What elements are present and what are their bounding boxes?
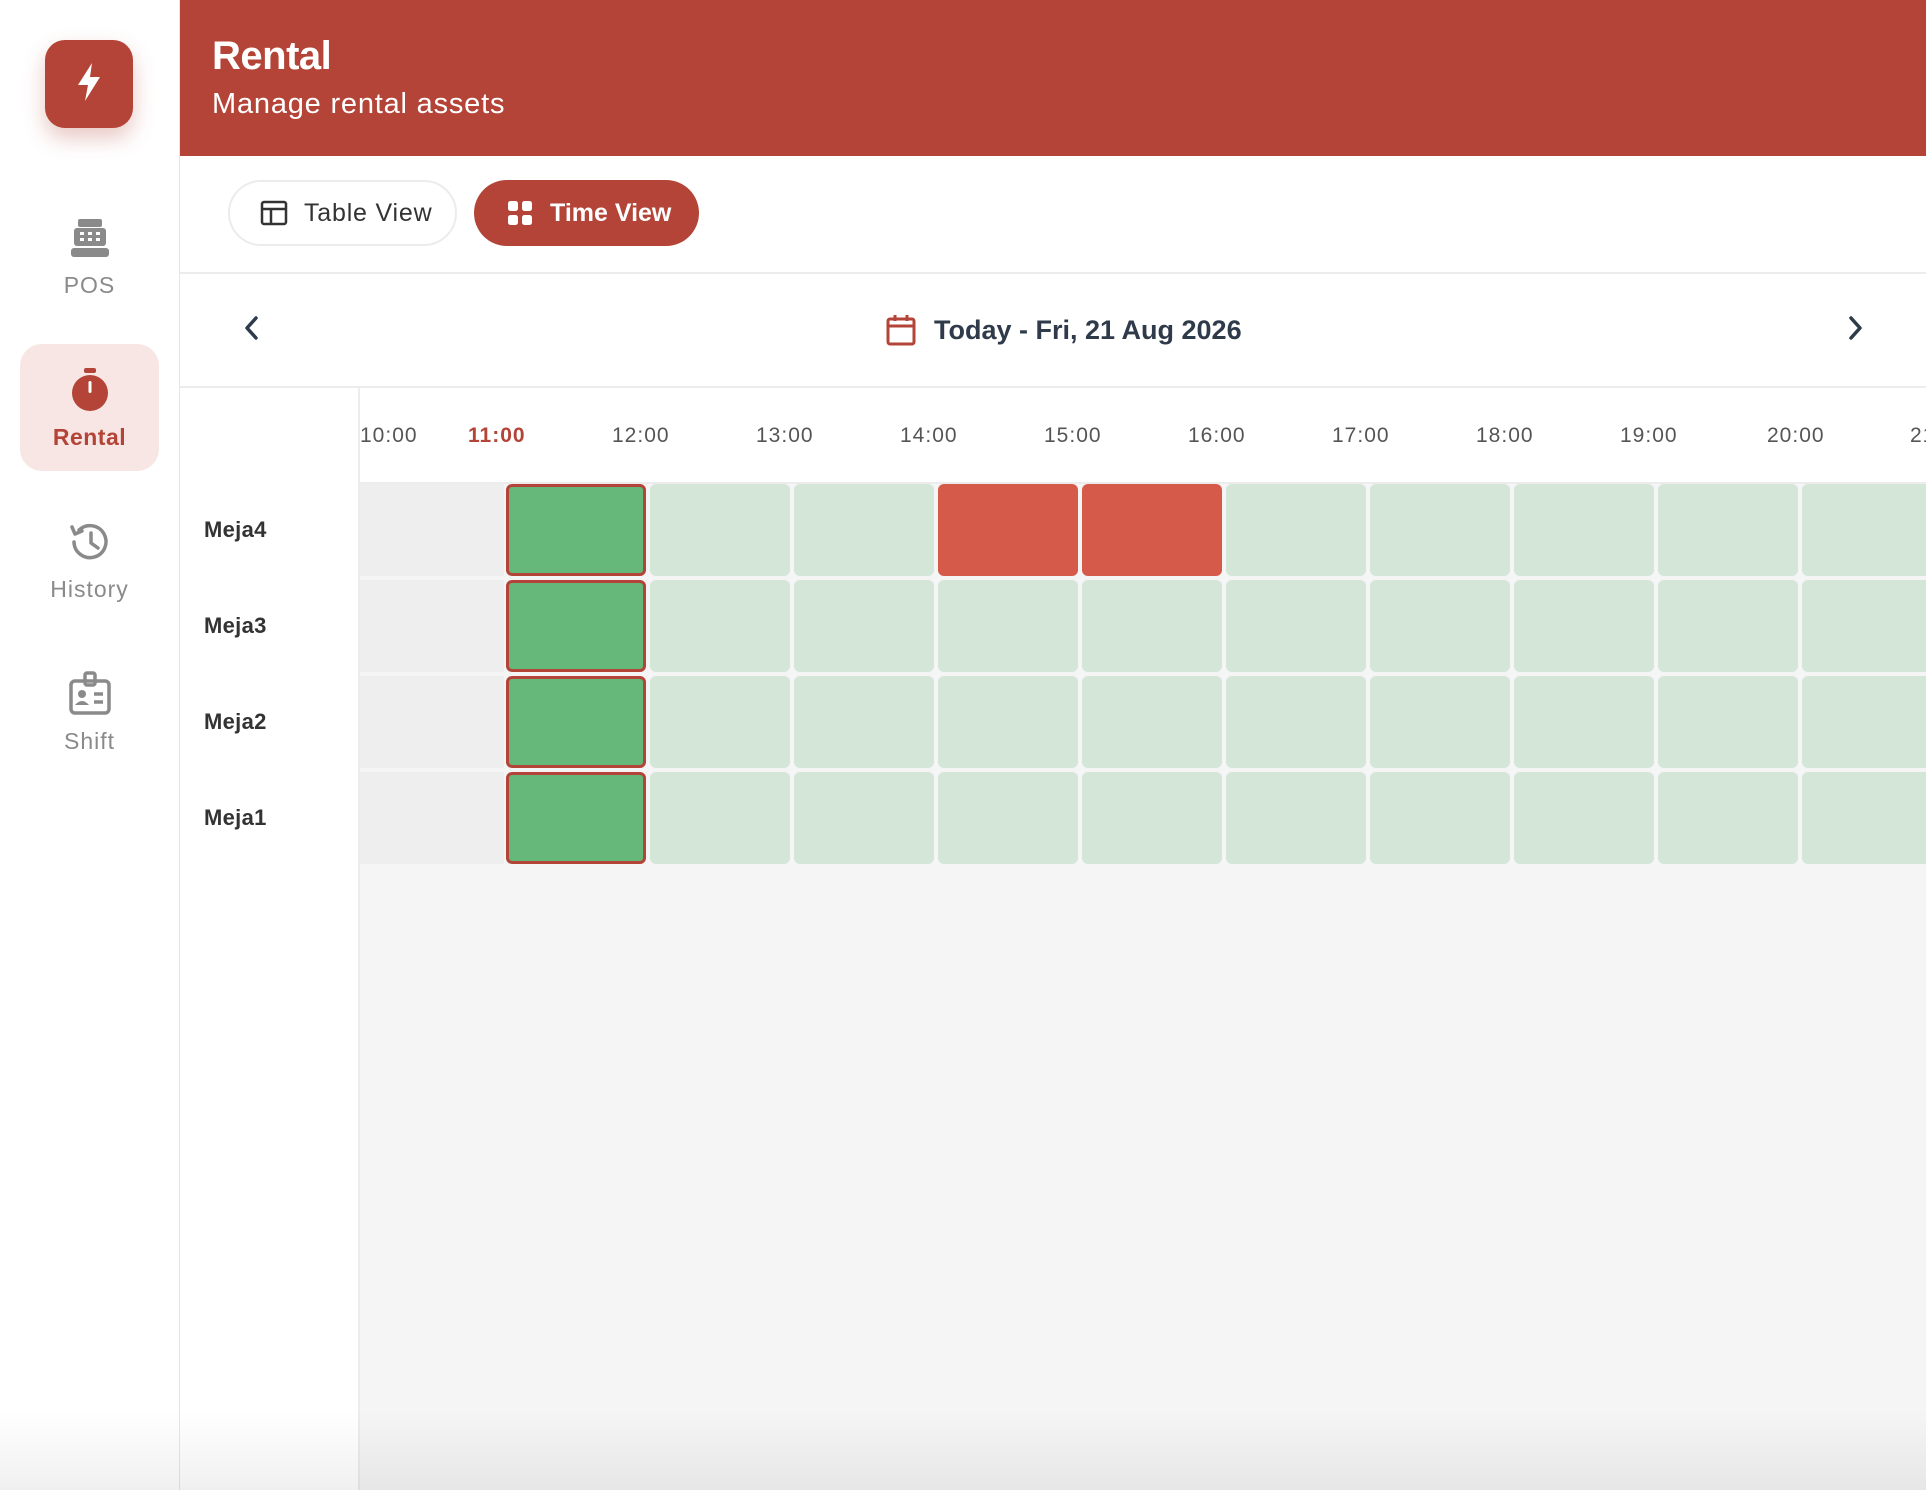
time-slot-now[interactable] [506,676,646,768]
time-slot-free[interactable] [938,580,1078,672]
time-slot-free[interactable] [1658,484,1798,576]
time-slot-free[interactable] [1514,772,1654,864]
row-label: Meja1 [204,805,267,830]
time-label: 20:00 [1767,424,1825,447]
row-label: Meja2 [204,709,267,734]
time-slot-free[interactable] [650,772,790,864]
row-labels-column [180,388,360,1490]
table-view-label: Table View [304,198,433,227]
time-label: 21 [1910,424,1926,447]
time-label: 10:00 [360,424,418,447]
next-day-button[interactable] [1835,310,1875,350]
time-label: 17:00 [1332,424,1390,447]
time-slot-free[interactable] [1514,580,1654,672]
time-slot-free[interactable] [1802,772,1926,864]
time-slot-free[interactable] [1802,676,1926,768]
time-slot-free[interactable] [794,676,934,768]
time-slot-free[interactable] [794,484,934,576]
sidebar-item-label: Shift [63,728,116,754]
cash-register-icon [68,212,112,264]
time-slot-free[interactable] [794,580,934,672]
previous-day-button[interactable] [232,310,272,350]
table-icon [260,199,288,227]
sidebar-item-label: History [50,576,129,602]
time-label: 11:00 [468,424,526,447]
date-text: Today - Fri, 21 Aug 2026 [934,314,1242,345]
time-label: 18:00 [1476,424,1534,447]
time-slot-now[interactable] [506,580,646,672]
time-slot-past [360,484,504,576]
calendar-icon [886,314,916,346]
time-label: 14:00 [900,424,958,447]
time-slot-free[interactable] [1514,676,1654,768]
time-slot-free[interactable] [1226,484,1366,576]
chevron-right-icon [1845,314,1865,347]
time-slot-free[interactable] [1370,580,1510,672]
time-slot-free[interactable] [1658,580,1798,672]
sidebar-item-label: POS [63,272,116,298]
time-slot-free[interactable] [1226,772,1366,864]
time-slot-past [360,772,504,864]
time-slot-free[interactable] [1082,580,1222,672]
time-slot-free[interactable] [1226,580,1366,672]
time-slot-free[interactable] [938,772,1078,864]
row-label: Meja4 [204,517,267,542]
stopwatch-icon [68,364,112,416]
time-slot-past [360,676,504,768]
time-label: 19:00 [1620,424,1678,447]
grid-icon [506,199,534,227]
time-slot-booked[interactable] [938,484,1078,576]
time-slot-free[interactable] [1370,484,1510,576]
history-icon [67,516,113,568]
page-title: Rental [212,34,332,78]
sidebar-item-pos[interactable]: POS [20,192,159,319]
time-slot-free[interactable] [794,772,934,864]
time-slot-free[interactable] [1082,772,1222,864]
chevron-left-icon [242,314,262,347]
current-date[interactable]: Today - Fri, 21 Aug 2026 [886,310,1242,350]
time-label: 16:00 [1188,424,1246,447]
time-slot-past [360,580,504,672]
time-slot-now[interactable] [506,484,646,576]
timeline-grid: 10:00 11:00 12:00 13:00 14:00 15:00 16:00 17:00… [180,388,1926,1490]
row-label: Meja3 [204,613,267,638]
time-slot-free[interactable] [1226,676,1366,768]
time-slot-free[interactable] [1658,676,1798,768]
page-header: Rental Manage rental assets [180,0,1926,156]
app-logo[interactable] [45,40,133,128]
time-slot-now[interactable] [506,772,646,864]
sidebar-item-label: Rental [52,424,127,450]
page-subtitle: Manage rental assets [212,88,506,120]
time-slot-booked[interactable] [1082,484,1222,576]
time-slot-free[interactable] [650,580,790,672]
time-slot-free[interactable] [1370,676,1510,768]
time-label: 15:00 [1044,424,1102,447]
time-slot-free[interactable] [1082,676,1222,768]
time-header: 10:00 11:00 12:00 13:00 14:00 15:00 16:00 17:00… [360,388,1926,484]
time-label: 12:00 [612,424,670,447]
time-slot-free[interactable] [650,484,790,576]
time-slot-free[interactable] [1370,772,1510,864]
lightning-bolt-icon [74,61,104,108]
sidebar: POS Rental History [0,0,180,1490]
view-toolbar: Table View Time View [180,156,1926,274]
time-slot-free[interactable] [1658,772,1798,864]
time-view-label: Time View [550,198,672,227]
time-slot-free[interactable] [1514,484,1654,576]
id-badge-icon [67,668,113,720]
date-navigator: Today - Fri, 21 Aug 2026 [180,274,1926,388]
time-slot-free[interactable] [1802,580,1926,672]
time-slot-free[interactable] [650,676,790,768]
time-slot-free[interactable] [938,676,1078,768]
sidebar-item-history[interactable]: History [20,496,159,623]
table-view-button[interactable]: Table View [228,180,457,246]
time-label: 13:00 [756,424,814,447]
sidebar-item-rental[interactable]: Rental [20,344,159,471]
time-slot-free[interactable] [1802,484,1926,576]
sidebar-item-shift[interactable]: Shift [20,648,159,775]
time-view-button[interactable]: Time View [474,180,699,246]
